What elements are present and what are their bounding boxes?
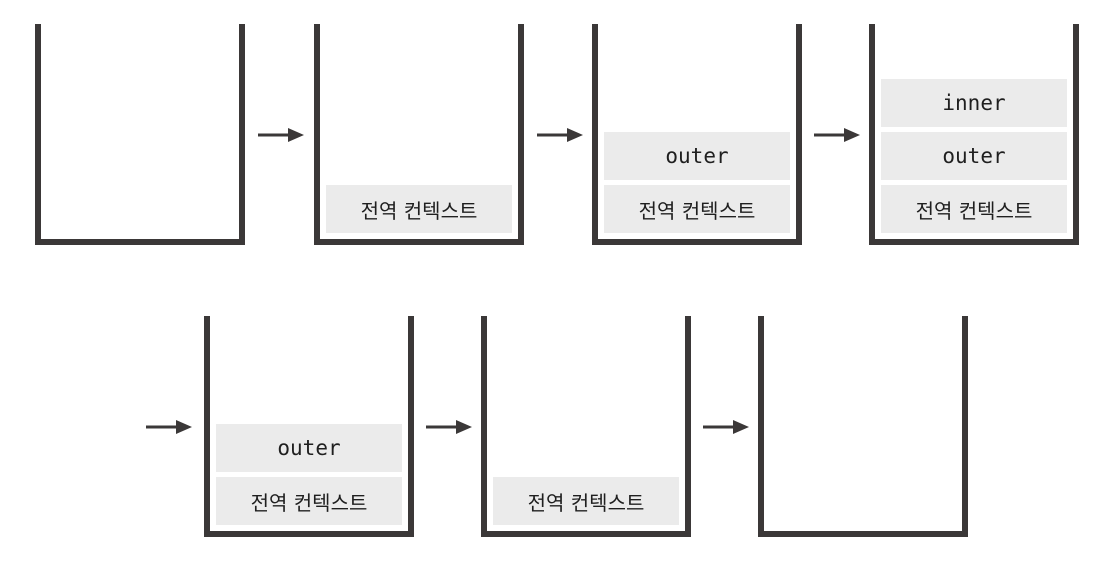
call-stack-step-4: 전역 컨텍스트 outer inner	[869, 24, 1079, 245]
stack-frame: 전역 컨텍스트	[493, 477, 679, 525]
stack-frame: 전역 컨텍스트	[881, 185, 1067, 233]
arrow-right-icon	[537, 127, 583, 143]
call-stack-step-2: 전역 컨텍스트	[314, 24, 524, 245]
stack-frames: 전역 컨텍스트 outer	[216, 424, 402, 525]
call-stack-step-1	[35, 24, 245, 245]
stack-frame: outer	[881, 132, 1067, 180]
stack-frame: 전역 컨텍스트	[216, 477, 402, 525]
arrow-right-icon	[146, 419, 192, 435]
stack-frames: 전역 컨텍스트 outer	[604, 132, 790, 233]
stack-frame: outer	[604, 132, 790, 180]
call-stack-step-6: 전역 컨텍스트	[481, 316, 691, 537]
stack-frames: 전역 컨텍스트 outer inner	[881, 79, 1067, 233]
call-stack-step-3: 전역 컨텍스트 outer	[592, 24, 802, 245]
stack-frames: 전역 컨텍스트	[493, 477, 679, 525]
stack-frame: inner	[881, 79, 1067, 127]
stack-frame: 전역 컨텍스트	[326, 185, 512, 233]
arrow-right-icon	[703, 419, 749, 435]
stack-frame: 전역 컨텍스트	[604, 185, 790, 233]
arrow-right-icon	[258, 127, 304, 143]
stack-frame: outer	[216, 424, 402, 472]
call-stack-step-7	[758, 316, 968, 537]
call-stack-step-5: 전역 컨텍스트 outer	[204, 316, 414, 537]
stack-frames: 전역 컨텍스트	[326, 185, 512, 233]
arrow-right-icon	[426, 419, 472, 435]
arrow-right-icon	[814, 127, 860, 143]
